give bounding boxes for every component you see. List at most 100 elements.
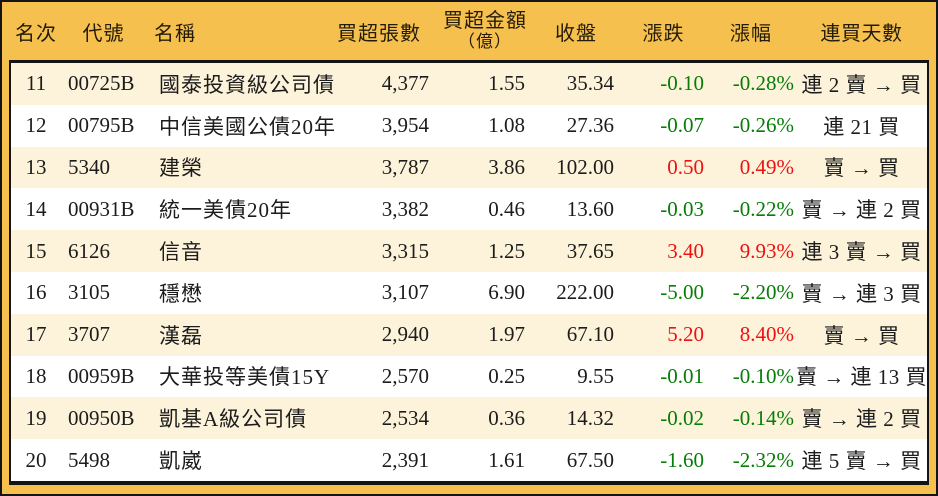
cell-shares: 3,315 (381, 238, 429, 263)
cell-streak: 連 21 買 (823, 114, 900, 139)
cell-amount: 1.25 (488, 238, 525, 263)
table-row: 14 00931B 統一美債20年 3,382 0.46 13.60 -0.03… (11, 188, 927, 231)
cell-shares: 3,787 (381, 154, 429, 179)
cell-name: 凱基A級公司債 (159, 407, 308, 432)
cell-pct: -0.14% (732, 405, 794, 430)
cell-name: 大華投等美債15Y (159, 365, 331, 390)
cell-streak: 賣 → 買 (823, 323, 900, 348)
table-row: 18 00959B 大華投等美債15Y 2,570 0.25 9.55 -0.0… (11, 355, 927, 398)
cell-streak: 連 5 賣 → 買 (801, 449, 922, 474)
cell-code: 00931B (68, 196, 135, 221)
cell-change: -0.02 (660, 405, 704, 430)
cell-streak: 賣 → 連 2 買 (801, 198, 922, 223)
cell-name: 穩懋 (159, 281, 203, 306)
cell-close: 67.50 (566, 447, 614, 472)
cell-pct: -2.32% (732, 447, 794, 472)
table-row: 19 00950B 凱基A級公司債 2,534 0.36 14.32 -0.02… (11, 397, 927, 440)
cell-code: 5498 (68, 447, 110, 472)
cell-code: 3707 (68, 322, 110, 347)
cell-shares: 2,391 (381, 447, 429, 472)
table-row: 13 5340 建榮 3,787 3.86 102.00 0.50 0.49% … (11, 146, 927, 189)
cell-change: -5.00 (660, 280, 704, 305)
column-header-name: 名稱 (154, 22, 196, 45)
table-row: 12 00795B 中信美國公債20年 3,954 1.08 27.36 -0.… (11, 104, 927, 147)
cell-close: 27.36 (566, 113, 614, 138)
cell-pct: -0.26% (732, 113, 794, 138)
cell-name: 國泰投資級公司債 (159, 72, 335, 97)
cell-close: 102.00 (556, 154, 614, 179)
cell-streak: 賣 → 連 2 買 (801, 407, 922, 432)
cell-change: -0.10 (660, 71, 704, 96)
cell-pct: -0.28% (732, 71, 794, 96)
cell-shares: 2,534 (381, 405, 429, 430)
cell-shares: 3,954 (381, 113, 429, 138)
cell-pct: 9.93% (739, 238, 794, 263)
cell-code: 3105 (68, 280, 110, 305)
table-row: 11 00725B 國泰投資級公司債 4,377 1.55 35.34 -0.1… (11, 63, 927, 105)
cell-streak: 賣 → 連 3 買 (801, 281, 922, 306)
cell-rank: 15 (25, 238, 47, 263)
cell-amount: 1.55 (488, 71, 525, 96)
cell-change: 3.40 (667, 238, 704, 263)
column-header-amount-line2: （億） (458, 31, 512, 51)
column-header-amount-line1: 買超金額 (443, 10, 527, 33)
cell-close: 14.32 (566, 405, 614, 430)
table-row: 15 6126 信音 3,315 1.25 37.65 3.40 9.93% 連… (11, 230, 927, 272)
table-header-row: 名次 代號 名稱 買超張數 買超金額 （億） 收盤 漲跌 漲幅 連買天數 (9, 2, 929, 60)
cell-code: 5340 (68, 154, 110, 179)
cell-close: 35.34 (566, 71, 614, 96)
cell-name: 漢磊 (159, 323, 203, 348)
column-header-close: 收盤 (555, 22, 597, 45)
cell-code: 00959B (68, 363, 135, 388)
cell-amount: 0.36 (488, 405, 525, 430)
cell-rank: 17 (25, 322, 47, 347)
table-row: 16 3105 穩懋 3,107 6.90 222.00 -5.00 -2.20… (11, 271, 927, 314)
cell-change: 0.50 (667, 154, 704, 179)
column-header-code: 代號 (82, 22, 125, 45)
cell-rank: 11 (25, 71, 47, 96)
cell-amount: 1.97 (488, 322, 525, 347)
cell-close: 13.60 (566, 196, 614, 221)
column-header-rank: 名次 (15, 22, 57, 45)
cell-change: 5.20 (667, 322, 704, 347)
cell-amount: 6.90 (488, 280, 525, 305)
column-header-change: 漲跌 (642, 22, 685, 45)
table-row: 17 3707 漢磊 2,940 1.97 67.10 5.20 8.40% 賣… (11, 313, 927, 356)
table-body: 11 00725B 國泰投資級公司債 4,377 1.55 35.34 -0.1… (9, 60, 929, 485)
cell-rank: 13 (25, 154, 47, 179)
cell-rank: 19 (25, 405, 47, 430)
cell-shares: 3,107 (381, 280, 429, 305)
cell-pct: 8.40% (739, 322, 794, 347)
cell-streak: 連 2 賣 → 買 (801, 72, 922, 97)
cell-pct: -0.22% (732, 196, 794, 221)
cell-code: 00795B (68, 113, 135, 138)
cell-shares: 2,570 (381, 363, 429, 388)
cell-close: 67.10 (566, 322, 614, 347)
cell-rank: 12 (25, 113, 47, 138)
table-row: 20 5498 凱崴 2,391 1.61 67.50 -1.60 -2.32%… (11, 439, 927, 481)
cell-name: 建榮 (159, 156, 203, 181)
cell-streak: 賣 → 連 13 買 (796, 365, 927, 390)
cell-name: 統一美債20年 (159, 198, 292, 223)
cell-rank: 14 (25, 196, 47, 221)
cell-amount: 1.61 (488, 447, 525, 472)
cell-shares: 3,382 (381, 196, 429, 221)
cell-pct: -2.20% (732, 280, 794, 305)
column-header-shares: 買超張數 (337, 22, 421, 45)
column-header-pct: 漲幅 (730, 22, 772, 45)
cell-code: 00725B (68, 71, 135, 96)
cell-change: -1.60 (660, 447, 704, 472)
cell-pct: 0.49% (739, 154, 794, 179)
cell-amount: 1.08 (488, 113, 525, 138)
cell-change: -0.01 (660, 363, 704, 388)
cell-change: -0.07 (660, 113, 704, 138)
cell-name: 信音 (159, 240, 203, 265)
cell-close: 9.55 (577, 363, 614, 388)
cell-code: 00950B (68, 405, 135, 430)
cell-streak: 連 3 賣 → 買 (801, 240, 922, 265)
cell-streak: 賣 → 買 (823, 156, 900, 181)
cell-rank: 18 (25, 363, 47, 388)
cell-name: 凱崴 (159, 449, 203, 474)
cell-shares: 4,377 (381, 71, 429, 96)
cell-rank: 16 (25, 280, 47, 305)
